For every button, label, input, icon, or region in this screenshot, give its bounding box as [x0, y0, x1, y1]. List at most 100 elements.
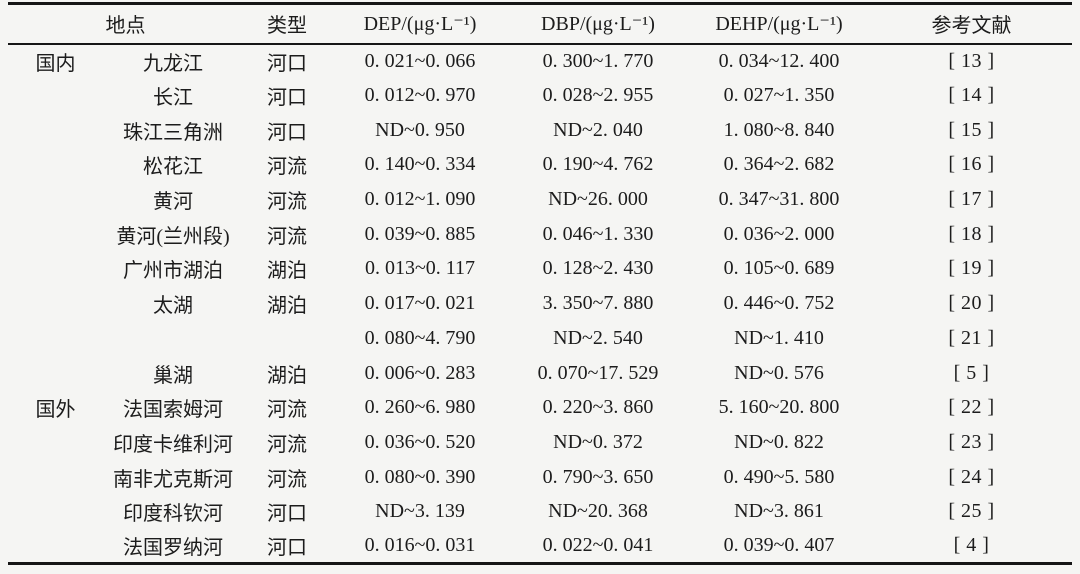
cell-ref: [ 24 ]	[948, 465, 995, 488]
cell-dehp: ND~1. 410	[734, 326, 824, 349]
cell-dep: 0. 080~4. 790	[364, 326, 476, 349]
cell-ref: [ 4 ]	[953, 534, 990, 557]
cell-dbp: ND~26. 000	[548, 188, 648, 211]
cell-dehp: 0. 446~0. 752	[723, 292, 835, 315]
cell-dehp: 0. 039~0. 407	[723, 534, 835, 557]
cell-dehp: 0. 490~5. 580	[723, 465, 835, 488]
cell-dehp: 0. 036~2. 000	[723, 222, 835, 245]
cell-type: 河口	[267, 537, 307, 560]
cell-dep: 0. 017~0. 021	[364, 292, 476, 315]
cell-dep: 0. 012~0. 970	[364, 84, 476, 107]
cell-type: 河流	[267, 225, 307, 248]
col-header-location: 地点	[105, 15, 146, 38]
cell-dep: 0. 016~0. 031	[364, 534, 476, 557]
cell-location: 南非尤克斯河	[113, 468, 233, 491]
cell-dehp: 1. 080~8. 840	[723, 118, 835, 141]
cell-dbp: 0. 070~17. 529	[537, 361, 659, 384]
table-row: 珠江三角洲 河口 ND~0. 950 ND~2. 040 1. 080~8. 840 [ …	[8, 113, 1072, 148]
cell-dehp: 0. 364~2. 682	[723, 153, 835, 176]
cell-ref: [ 23 ]	[948, 430, 995, 453]
cell-dehp: 0. 347~31. 800	[718, 188, 840, 211]
cell-group	[8, 217, 103, 252]
cell-group: 国内	[35, 52, 76, 75]
cell-group	[8, 148, 103, 183]
table-row: 巢湖 湖泊 0. 006~0. 283 0. 070~17. 529 ND~0. 576…	[8, 356, 1072, 391]
cell-location: 珠江三角洲	[123, 121, 223, 144]
cell-ref: [ 5 ]	[953, 361, 990, 384]
cell-group	[8, 113, 103, 148]
col-header-dehp: DEHP/(μg·L⁻¹)	[715, 13, 843, 36]
cell-ref: [ 20 ]	[948, 292, 995, 315]
cell-dep: ND~0. 950	[375, 118, 465, 141]
cell-dep: 0. 012~1. 090	[364, 188, 476, 211]
cell-type: 湖泊	[267, 295, 307, 318]
cell-group	[8, 286, 103, 321]
table-row: 印度科钦河 河口 ND~3. 139 ND~20. 368 ND~3. 861 [ 25 …	[8, 494, 1072, 529]
table-row: 太湖 湖泊 0. 017~0. 021 3. 350~7. 880 0. 446~0. …	[8, 286, 1072, 321]
cell-dep: 0. 140~0. 334	[364, 153, 476, 176]
cell-dep: 0. 036~0. 520	[364, 430, 476, 453]
cell-type: 河口	[267, 121, 307, 144]
table-row: 黄河 河流 0. 012~1. 090 ND~26. 000 0. 347~31. 80…	[8, 182, 1072, 217]
cell-ref: [ 13 ]	[948, 49, 995, 72]
cell-group	[8, 425, 103, 460]
cell-ref: [ 25 ]	[948, 500, 995, 523]
cell-dehp: ND~3. 861	[734, 500, 824, 523]
cell-location: 印度科钦河	[123, 503, 223, 526]
col-header-type: 类型	[267, 15, 307, 38]
cell-dehp: 5. 160~20. 800	[718, 396, 840, 419]
cell-location: 松花江	[143, 156, 203, 179]
cell-group	[8, 460, 103, 495]
cell-location: 广州市湖泊	[123, 260, 223, 283]
table-header: 地点 类型 DEP/(μg·L⁻¹) DBP/(μg·L⁻¹) DEHP/(μg…	[8, 4, 1072, 44]
cell-ref: [ 19 ]	[948, 257, 995, 280]
table-row: 黄河(兰州段) 河流 0. 039~0. 885 0. 046~1. 330 0. 03…	[8, 217, 1072, 252]
table-row: 松花江 河流 0. 140~0. 334 0. 190~4. 762 0. 364~2.…	[8, 148, 1072, 183]
table-row: 0. 080~4. 790 ND~2. 540 ND~1. 410 [ 21 ]	[8, 321, 1072, 356]
cell-group	[8, 356, 103, 391]
cell-dbp: 0. 190~4. 762	[542, 153, 654, 176]
cell-group	[8, 321, 103, 356]
cell-group	[8, 182, 103, 217]
cell-dep: 0. 021~0. 066	[364, 49, 476, 72]
cell-location: 黄河(兰州段)	[116, 225, 230, 248]
cell-ref: [ 17 ]	[948, 188, 995, 211]
cell-dehp: 0. 034~12. 400	[718, 49, 840, 72]
cell-dep: 0. 260~6. 980	[364, 396, 476, 419]
cell-dep: 0. 013~0. 117	[364, 257, 476, 280]
cell-location: 印度卡维利河	[113, 433, 233, 456]
cell-location: 法国索姆河	[123, 399, 223, 422]
col-header-dep: DEP/(μg·L⁻¹)	[363, 13, 477, 36]
table-row: 国内 九龙江 河口 0. 021~0. 066 0. 300~1. 770 0. 034~…	[8, 44, 1072, 79]
cell-dehp: ND~0. 822	[734, 430, 824, 453]
cell-dbp: ND~2. 540	[553, 326, 643, 349]
col-header-reference: 参考文献	[931, 15, 1012, 38]
cell-dbp: 0. 790~3. 650	[542, 465, 654, 488]
cell-location	[103, 321, 243, 356]
cell-dbp: 0. 220~3. 860	[542, 396, 654, 419]
cell-dehp: ND~0. 576	[734, 361, 824, 384]
cell-type: 河流	[267, 191, 307, 214]
cell-ref: [ 18 ]	[948, 222, 995, 245]
cell-type: 河流	[267, 156, 307, 179]
cell-type: 河口	[267, 52, 307, 75]
cell-group: 国外	[35, 399, 76, 422]
cell-dbp: 0. 128~2. 430	[542, 257, 654, 280]
cell-location: 黄河	[153, 191, 193, 214]
cell-dep: ND~3. 139	[375, 500, 465, 523]
cell-dep: 0. 039~0. 885	[364, 222, 476, 245]
cell-dbp: 0. 300~1. 770	[542, 49, 654, 72]
cell-ref: [ 21 ]	[948, 326, 995, 349]
header-row: 地点 类型 DEP/(μg·L⁻¹) DBP/(μg·L⁻¹) DEHP/(μg…	[8, 4, 1072, 44]
cell-ref: [ 16 ]	[948, 153, 995, 176]
table-row: 广州市湖泊 湖泊 0. 013~0. 117 0. 128~2. 430 0. 105~…	[8, 252, 1072, 287]
cell-location: 长江	[153, 87, 193, 110]
cell-group	[8, 494, 103, 529]
cell-group	[8, 252, 103, 287]
table-row: 法国罗纳河 河口 0. 016~0. 031 0. 022~0. 041 0. 039~…	[8, 529, 1072, 564]
cell-type: 河口	[267, 503, 307, 526]
cell-dbp: 3. 350~7. 880	[542, 292, 654, 315]
cell-type: 河口	[267, 87, 307, 110]
cell-ref: [ 14 ]	[948, 84, 995, 107]
